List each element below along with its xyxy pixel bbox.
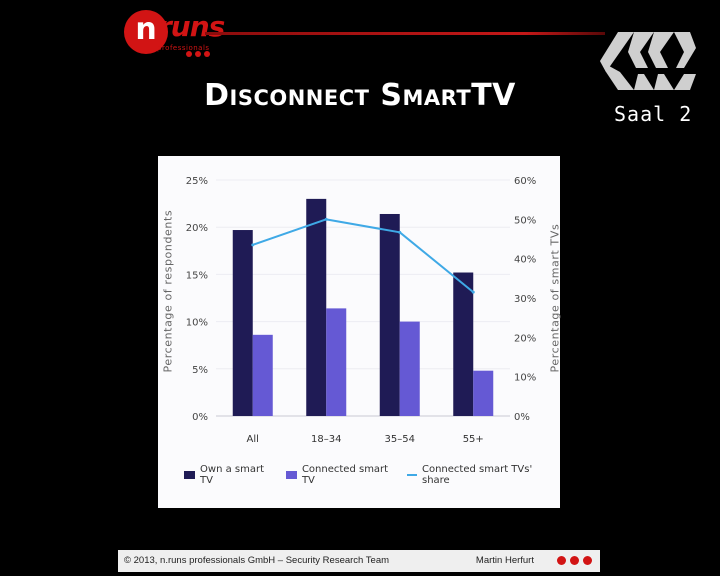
legend-swatch-connected: [285, 471, 297, 479]
room-label: Saal 2: [614, 102, 693, 126]
bar-own-smart-tv: [232, 230, 253, 416]
y2-tick-label: 60%: [514, 176, 536, 187]
legend-label-share: Connected smart TVs' share: [421, 464, 533, 486]
y2-tick-label: 40%: [514, 255, 536, 266]
chart-panel: 0% 5% 10% 15% 20% 25% 0% 10% 20% 30% 40% 50% 60% All 1…: [158, 156, 562, 508]
x-tick-label: 18–34: [311, 434, 341, 445]
bar-connected-smart-tv: [399, 321, 420, 416]
chart-svg: 0% 5% 10% 15% 20% 25% 0% 10% 20% 30% 40% 50% 60% All 1…: [186, 176, 536, 445]
footer-author: Martin Herfurt: [475, 555, 534, 566]
y2-tick-label: 10%: [514, 373, 536, 384]
n-runs-logo-mark: n: [124, 10, 168, 54]
y2-tick-label: 0%: [514, 412, 530, 423]
footer-copyright: © 2013, n.runs professionals GmbH – Secu…: [124, 555, 390, 566]
slide-title: Disconnect SmartTV: [204, 78, 516, 113]
line-point-share: [398, 230, 402, 234]
legend-item-connected: Connected smart TV: [285, 464, 389, 486]
y2-tick-label: 50%: [514, 215, 536, 226]
chart-legend: Own a smart TV Connected smart TV Connec…: [184, 464, 560, 486]
y2-tick-label: 20%: [514, 333, 536, 344]
bar-own-smart-tv: [306, 198, 327, 416]
x-tick-label: 35–54: [385, 434, 415, 445]
header-rule: [205, 32, 605, 35]
bar-connected-smart-tv: [252, 334, 273, 416]
x-tick-label: 55+: [463, 434, 484, 445]
ccc-logo-icon: [600, 32, 696, 90]
n-runs-logo-subtitle: professionals: [157, 44, 210, 52]
bar-own-smart-tv: [379, 213, 400, 416]
line-connected-share: [252, 218, 474, 293]
bar-own-smart-tv: [453, 272, 474, 416]
y-axis-label: Percentage of respondents: [161, 209, 175, 373]
line-point-share: [251, 243, 255, 247]
y-tick-label: 0%: [192, 412, 208, 423]
legend-swatch-own: [184, 471, 196, 479]
footer-bar: © 2013, n.runs professionals GmbH – Secu…: [118, 550, 600, 572]
y-tick-label: 25%: [186, 176, 208, 187]
legend-item-own: Own a smart TV: [184, 464, 268, 486]
n-runs-logo-word: runs: [158, 10, 225, 43]
y2-axis-label: Percentage of smart TVs: [548, 223, 562, 373]
y2-tick-label: 30%: [514, 294, 536, 305]
y-tick-label: 10%: [186, 318, 208, 329]
y-tick-label: 5%: [192, 365, 208, 376]
legend-label-own: Own a smart TV: [200, 464, 264, 486]
y-tick-label: 15%: [186, 270, 208, 281]
footer-dots: [557, 556, 592, 565]
logo-dots: [186, 51, 210, 57]
legend-label-connected: Connected smart TV: [301, 464, 389, 486]
legend-item-share: Connected smart TVs' share: [406, 464, 542, 486]
bar-connected-smart-tv: [473, 370, 494, 416]
y-tick-label: 20%: [186, 223, 208, 234]
x-tick-label: All: [247, 434, 259, 445]
line-point-share: [324, 217, 328, 221]
legend-line-share: [406, 474, 417, 476]
line-point-share: [471, 290, 475, 294]
bar-connected-smart-tv: [326, 308, 347, 416]
